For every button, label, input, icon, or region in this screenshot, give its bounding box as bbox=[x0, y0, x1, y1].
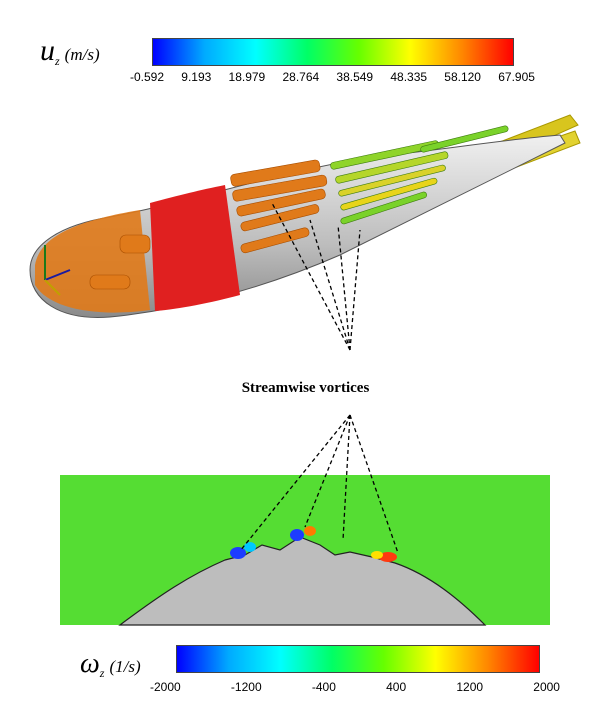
top-tick: 28.764 bbox=[282, 70, 320, 84]
isosurface-rendering bbox=[29, 114, 581, 351]
vortex-blobs bbox=[230, 526, 397, 562]
bottom-colorbar-subscript: z bbox=[99, 666, 105, 680]
section-pointer-arrows bbox=[239, 414, 399, 554]
bottom-tick: 2000 bbox=[533, 680, 560, 694]
orange-nose-region bbox=[35, 210, 150, 313]
top-tick: 67.905 bbox=[498, 70, 535, 84]
top-colorbar-subscript: z bbox=[55, 54, 60, 68]
top-tick: 58.120 bbox=[444, 70, 481, 84]
top-colorbar-symbol: u bbox=[40, 34, 55, 67]
bottom-colorbar-symbol: ω bbox=[80, 648, 100, 679]
bottom-tick: -2000 bbox=[150, 680, 181, 694]
axis-triad-icon bbox=[44, 245, 71, 296]
bottom-tick: 400 bbox=[386, 680, 407, 694]
top-tick: -0.592 bbox=[130, 70, 165, 84]
body-cross-section bbox=[118, 536, 487, 626]
vortex-pointer-arrows bbox=[271, 202, 361, 351]
green-yellow-streaks bbox=[330, 125, 509, 225]
bottom-tick: -1200 bbox=[230, 680, 262, 694]
top-tick: 9.193 bbox=[181, 70, 212, 84]
bottom-colorbar-label: ωz (1/s) bbox=[80, 648, 141, 681]
bottom-colorbar-unit: (1/s) bbox=[109, 657, 141, 676]
top-colorbar bbox=[152, 38, 514, 66]
top-colorbar-ticks: -0.592 9.193 18.979 28.764 38.549 48.335… bbox=[130, 70, 535, 84]
bottom-tick: 1200 bbox=[456, 680, 484, 694]
bottom-colorbar-ticks: -2000 -1200 -400 400 1200 2000 bbox=[150, 680, 560, 694]
top-colorbar-label: uz (m/s) bbox=[40, 34, 100, 69]
bottom-tick: -400 bbox=[311, 680, 336, 694]
vorticity-contour-panel bbox=[60, 414, 550, 626]
streamwise-vortices-label: Streamwise vortices bbox=[241, 380, 370, 396]
top-colorbar-unit: (m/s) bbox=[64, 45, 100, 64]
bottom-colorbar bbox=[176, 645, 540, 673]
top-tick: 38.549 bbox=[336, 70, 374, 84]
red-vortex-band bbox=[150, 185, 240, 311]
top-tick: 48.335 bbox=[390, 70, 428, 84]
top-tick: 18.979 bbox=[228, 70, 266, 84]
